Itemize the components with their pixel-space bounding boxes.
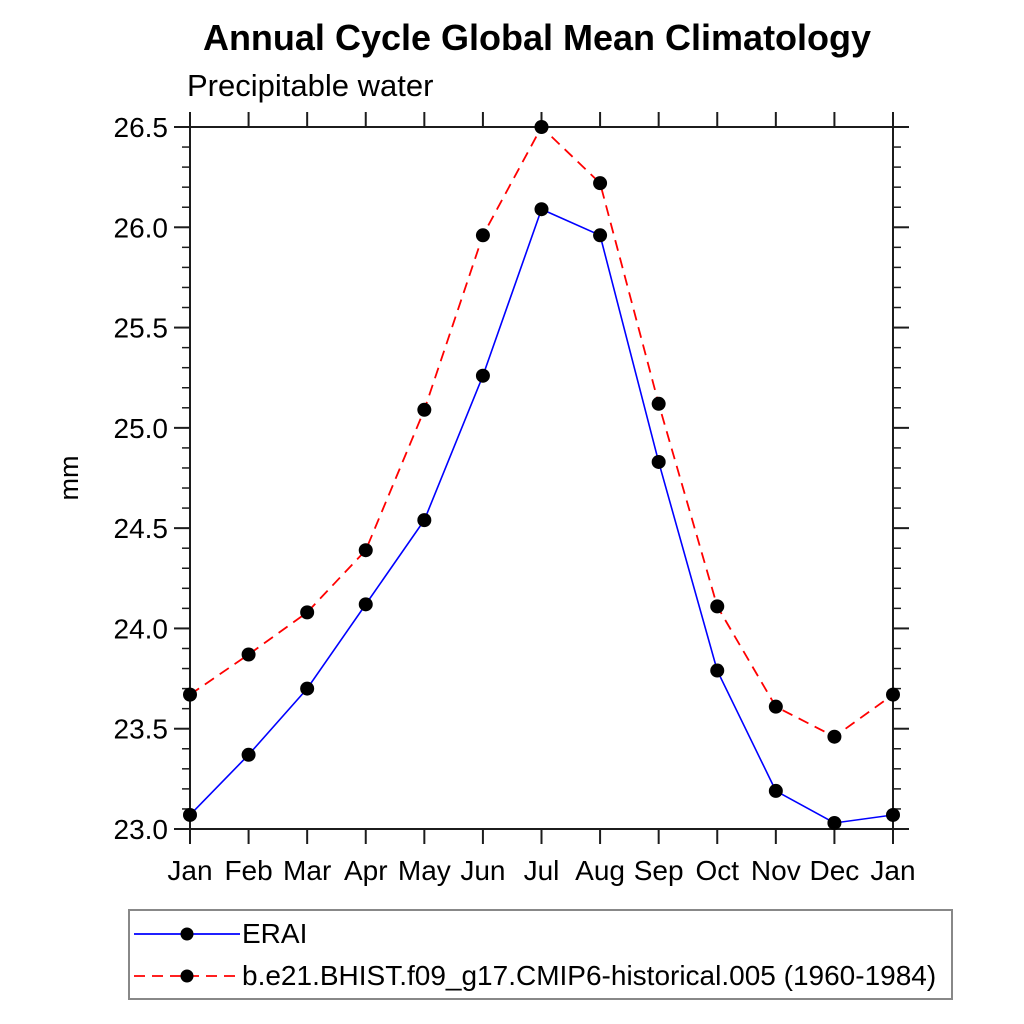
x-tick-label: Nov <box>751 855 801 886</box>
legend-row-model: b.e21.BHIST.f09_g17.CMIP6-historical.005… <box>130 955 951 997</box>
data-point-marker <box>475 368 490 383</box>
x-tick-label: Mar <box>283 855 331 886</box>
axis-frame <box>189 126 894 830</box>
data-point-marker <box>241 747 256 762</box>
data-point-marker <box>827 729 842 744</box>
data-point-marker <box>358 543 373 558</box>
x-tick-label: Sep <box>634 855 684 886</box>
data-point-marker <box>768 699 783 714</box>
data-point-marker <box>593 176 608 191</box>
data-point-marker <box>710 599 725 614</box>
chart-title: Annual Cycle Global Mean Climatology <box>202 17 872 58</box>
data-point-marker <box>183 687 197 702</box>
legend-line-sample <box>134 969 240 982</box>
data-point-marker <box>183 807 197 822</box>
data-point-marker <box>710 663 725 678</box>
data-point-marker <box>768 783 783 798</box>
data-point-marker <box>886 687 900 702</box>
data-point-marker <box>358 597 373 612</box>
chart-subtitle: Precipitable water <box>187 68 434 103</box>
series-line-erai <box>189 208 894 824</box>
series-line-model <box>189 125 894 738</box>
data-point-marker <box>417 402 432 417</box>
x-tick-label: Feb <box>224 855 272 886</box>
data-point-marker <box>417 513 432 528</box>
x-tick-label: Jan <box>167 855 212 886</box>
y-tick-label: 26.5 <box>114 112 169 143</box>
x-tick-label: Jul <box>524 855 560 886</box>
data-point-marker <box>534 120 549 134</box>
data-point-marker <box>651 454 666 469</box>
y-axis-label: mm <box>54 456 84 501</box>
x-tick-label: Oct <box>695 855 739 886</box>
legend-label: b.e21.BHIST.f09_g17.CMIP6-historical.005… <box>242 959 937 991</box>
y-tick-label: 23.5 <box>114 714 169 745</box>
data-point-marker <box>475 228 490 243</box>
x-tick-label: Apr <box>344 855 388 886</box>
x-tick-label: Aug <box>575 855 625 886</box>
y-tick-label: 23.0 <box>114 814 169 845</box>
y-tick-label: 25.5 <box>114 313 169 344</box>
x-tick-label: Dec <box>810 855 860 886</box>
legend-line-sample <box>134 927 240 940</box>
y-tick-label: 24.5 <box>114 513 169 544</box>
legend-row-erai: ERAI <box>130 913 951 955</box>
legend: ERAI b.e21.BHIST.f09_g17.CMIP6-historical… <box>128 909 953 1000</box>
legend-label: ERAI <box>242 917 308 949</box>
x-tick-label: Jan <box>870 855 915 886</box>
data-point-marker <box>534 202 549 217</box>
data-point-marker <box>593 228 608 243</box>
data-point-marker <box>300 681 315 696</box>
x-tick-label: May <box>398 855 451 886</box>
x-tick-label: Jun <box>460 855 505 886</box>
data-point-marker <box>651 396 666 411</box>
data-point-marker <box>300 605 315 620</box>
data-point-marker <box>827 815 842 830</box>
data-point-marker <box>241 647 256 662</box>
y-tick-label: 25.0 <box>114 413 169 444</box>
y-tick-label: 24.0 <box>114 613 169 644</box>
y-tick-label: 26.0 <box>114 212 169 243</box>
data-point-marker <box>886 807 900 822</box>
